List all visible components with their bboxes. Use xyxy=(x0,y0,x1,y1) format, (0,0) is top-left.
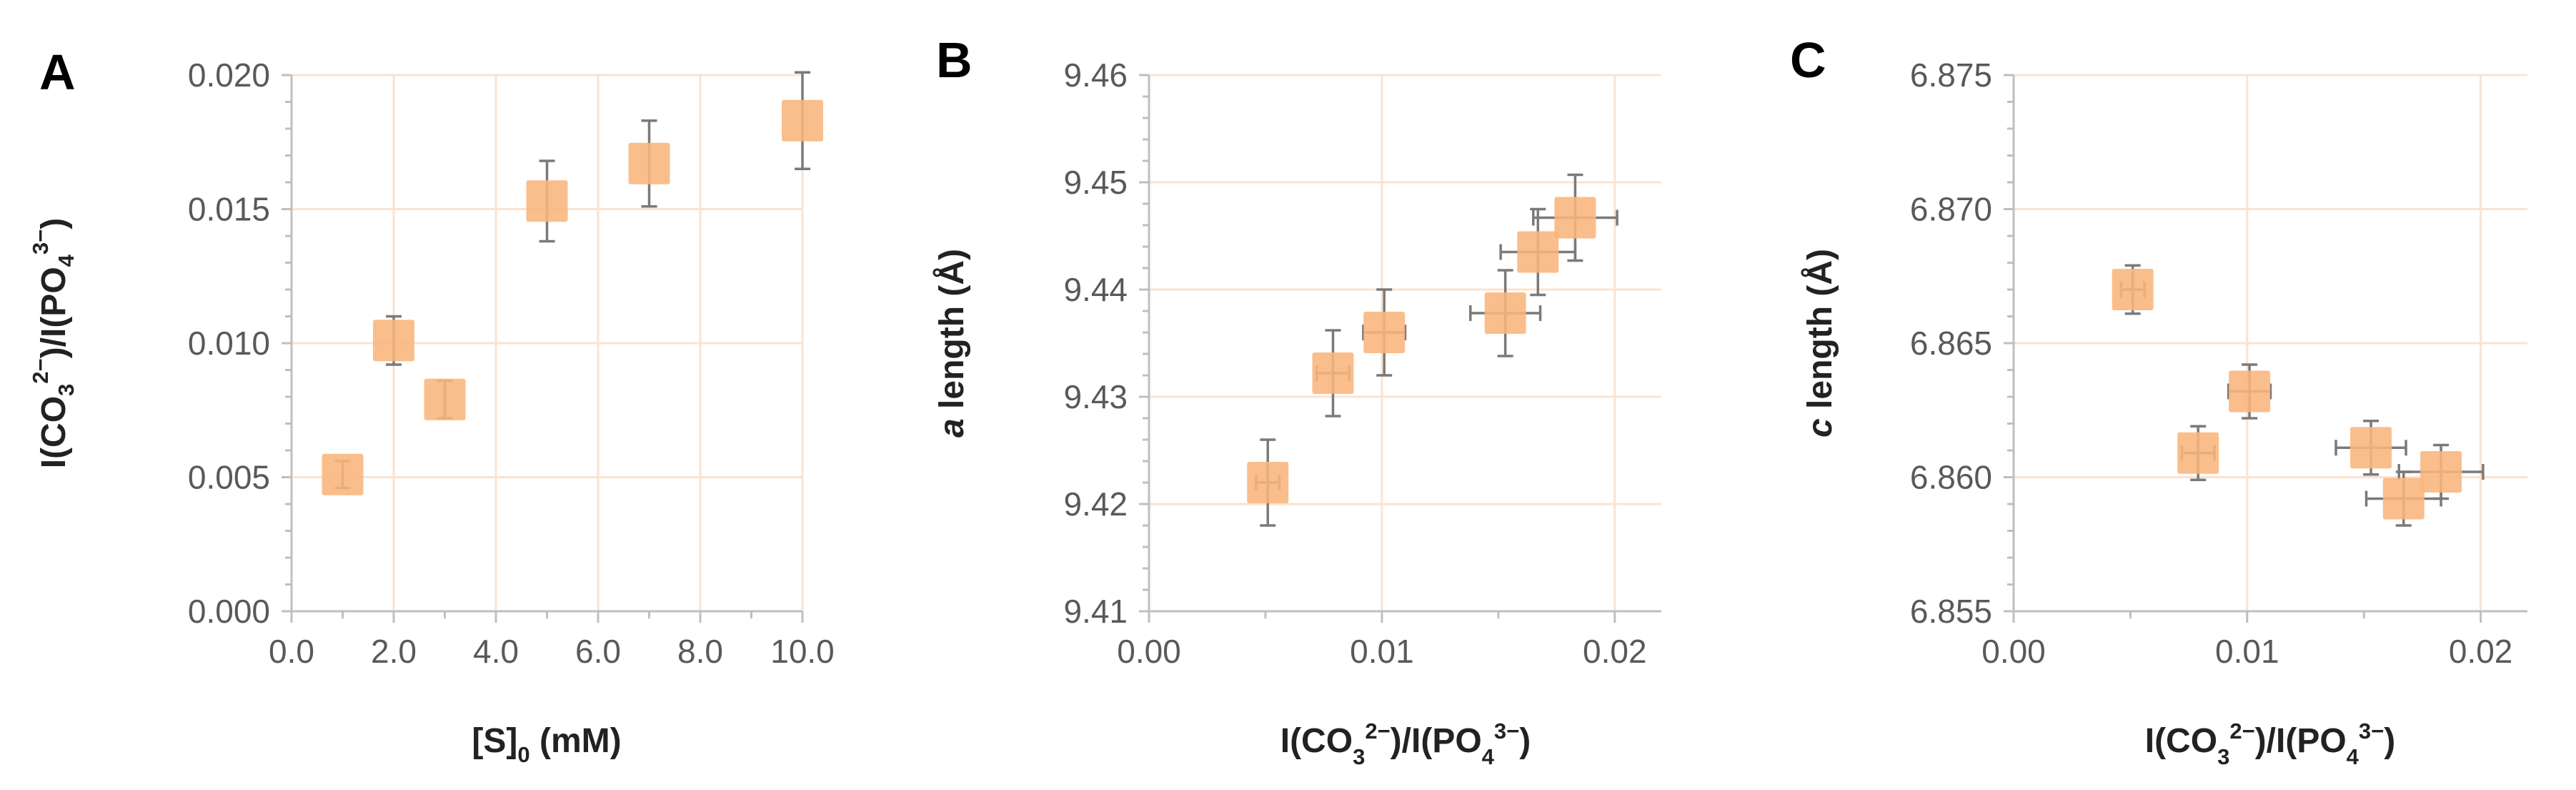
y-tick-label: 9.42 xyxy=(1063,485,1128,523)
y-axis-title: c length (Å) xyxy=(1801,249,1839,438)
data-point xyxy=(1554,197,1596,239)
label-subscript: 4 xyxy=(54,254,79,267)
panel-b: 9.41 9.42 9.43 9.44 9.45 9.46 0.00 0.01 0.02 Ba l… xyxy=(933,32,1661,769)
y-tick-label: 9.45 xyxy=(1063,164,1128,201)
label-part: (mM) xyxy=(530,722,622,760)
data-point xyxy=(1363,312,1406,353)
data-point xyxy=(526,180,568,222)
x-tick-label: 0.0 xyxy=(269,633,314,670)
y-tick-label: 9.43 xyxy=(1063,378,1128,415)
panel-letter: C xyxy=(1790,32,1826,88)
y-tick-label: 0.005 xyxy=(188,459,270,496)
x-tick-label: 0.00 xyxy=(1981,633,2046,670)
x-tick-label: 0.01 xyxy=(1350,633,1414,670)
label-subscript: 3 xyxy=(2217,744,2229,769)
data-point xyxy=(2112,269,2154,310)
y-tick-label: 9.46 xyxy=(1063,56,1128,94)
x-tick-label: 8.0 xyxy=(677,633,723,670)
label-part: )/I(PO xyxy=(35,267,73,358)
y-tick-label: 6.855 xyxy=(1910,593,1992,630)
label-part: ) xyxy=(35,218,73,229)
data-point xyxy=(1517,231,1559,273)
label-subscript: 3 xyxy=(54,384,79,396)
label-superscript: 3− xyxy=(1494,719,1519,744)
data-point xyxy=(2177,432,2219,474)
y-axis-title: I(CO32−)/I(PO43−) xyxy=(28,218,79,469)
y-tick-label: 0.020 xyxy=(188,56,270,94)
label-part: I(CO xyxy=(1280,722,1353,760)
panel-letter: B xyxy=(936,32,973,88)
x-tick-label: 6.0 xyxy=(575,633,621,670)
y-tick-label: 0.015 xyxy=(188,191,270,228)
label-subscript: 4 xyxy=(1482,744,1495,769)
label-part: I(CO xyxy=(2145,722,2217,760)
y-tick-label: 0.010 xyxy=(188,325,270,362)
label-superscript: 3− xyxy=(28,229,53,255)
y-tick-label: 0.000 xyxy=(188,593,270,630)
x-tick-label: 4.0 xyxy=(473,633,519,670)
panel-letter: A xyxy=(39,44,76,100)
label-subscript: 0 xyxy=(517,742,529,767)
data-point xyxy=(628,142,670,184)
data-point xyxy=(1247,462,1289,503)
x-axis-title: I(CO32−)/I(PO43−) xyxy=(1280,719,1531,769)
label-part: ) xyxy=(1519,722,1531,760)
panel-c: 6.855 6.860 6.865 6.870 6.875 0.00 0.01 0.02 Cc … xyxy=(1790,32,2527,769)
x-tick-label: 0.02 xyxy=(1583,633,1647,670)
label-superscript: 2− xyxy=(1365,719,1390,744)
x-tick-label: 0.00 xyxy=(1117,633,1181,670)
panel-a: 0.000 0.005 0.010 0.015 0.020 0.0 2.0 4.0 6.0 8.0… xyxy=(28,44,835,767)
y-tick-label: 6.865 xyxy=(1910,325,1992,362)
label-part: )/I(PO xyxy=(1391,722,1482,760)
y-tick-label: 9.44 xyxy=(1063,271,1128,308)
label-italic: a xyxy=(933,418,971,438)
y-tick-label: 6.870 xyxy=(1910,191,1992,228)
data-point xyxy=(424,378,466,420)
label-part: length (Å) xyxy=(933,249,971,418)
label-superscript: 3− xyxy=(2359,719,2384,744)
x-tick-label: 10.0 xyxy=(770,633,835,670)
y-axis-title: a length (Å) xyxy=(933,249,971,438)
x-tick-label: 0.02 xyxy=(2449,633,2513,670)
x-axis-title: I(CO32−)/I(PO43−) xyxy=(2145,719,2396,769)
label-part: ) xyxy=(2384,722,2395,760)
data-point xyxy=(1484,292,1526,334)
data-point xyxy=(2420,451,2462,493)
label-subscript: 4 xyxy=(2347,744,2359,769)
label-superscript: 2− xyxy=(28,358,53,383)
label-part: length (Å) xyxy=(1801,249,1839,418)
data-point xyxy=(2350,427,2392,469)
label-superscript: 2− xyxy=(2229,719,2254,744)
data-point xyxy=(373,320,414,362)
y-tick-label: 9.41 xyxy=(1063,593,1128,630)
label-part: I(CO xyxy=(35,396,73,468)
y-tick-label: 6.860 xyxy=(1910,459,1992,496)
data-point xyxy=(782,99,823,142)
label-part: )/I(PO xyxy=(2255,722,2347,760)
label-subscript: 3 xyxy=(1353,744,1365,769)
data-point xyxy=(2229,370,2271,413)
x-axis-title: [S]0 (mM) xyxy=(472,722,621,767)
data-point xyxy=(2382,478,2425,520)
label-part: [S] xyxy=(472,722,517,760)
y-tick-label: 6.875 xyxy=(1910,56,1992,94)
data-point xyxy=(1312,352,1354,394)
x-tick-label: 2.0 xyxy=(371,633,417,670)
data-point xyxy=(322,453,364,495)
x-tick-label: 0.01 xyxy=(2215,633,2279,670)
label-italic: c xyxy=(1801,418,1839,438)
